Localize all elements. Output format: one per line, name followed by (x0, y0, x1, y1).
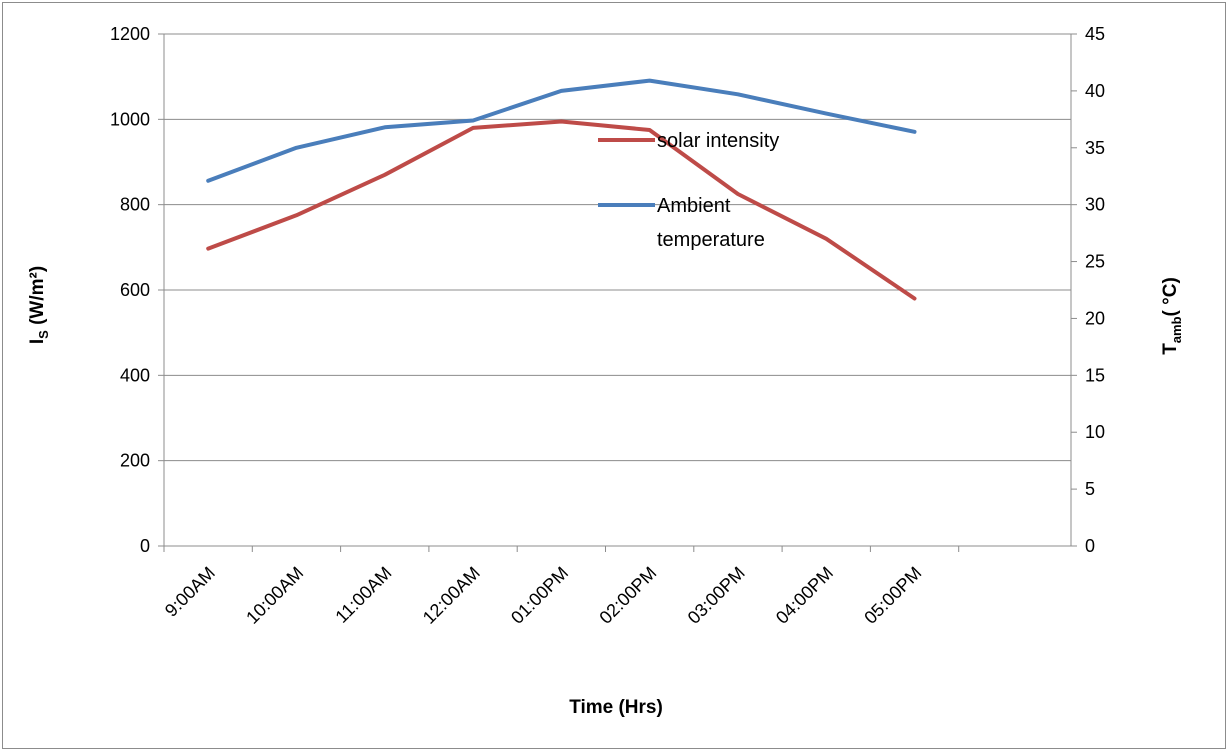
left-tick-label: 1000 (110, 109, 150, 129)
x-tick-label: 05:00PM (860, 563, 925, 628)
x-tick-label: 9:00AM (161, 563, 219, 621)
right-tick-label: 35 (1085, 138, 1105, 158)
right-tick-label: 20 (1085, 308, 1105, 328)
left-y-axis-title-rest: (W/m²) (27, 266, 48, 330)
x-tick-label: 01:00PM (507, 563, 572, 628)
x-axis-title: Time (Hrs) (569, 697, 663, 718)
left-y-axis-title-sub: S (36, 330, 51, 339)
left-tick-label: 200 (120, 451, 150, 471)
legend-label-solar-intensity: solar intensity (657, 130, 779, 152)
series-line-ambient-temperature (206, 78, 917, 183)
right-tick-label: 25 (1085, 252, 1105, 272)
left-tick-label: 800 (120, 195, 150, 215)
right-tick-label: 0 (1085, 536, 1095, 556)
series-line-solar-intensity (206, 119, 917, 301)
left-y-axis-title-main: I (27, 339, 48, 344)
legend-label-ambient-temperature: Ambient (657, 195, 731, 217)
x-tick-label: 10:00AM (242, 563, 307, 628)
right-tick-label: 30 (1085, 195, 1105, 215)
right-y-axis-title: Tamb( °C) (1160, 277, 1184, 355)
left-tick-label: 0 (140, 536, 150, 556)
left-y-axis-title: IS (W/m²) (27, 266, 51, 344)
right-tick-label: 45 (1085, 24, 1105, 44)
right-tick-label: 15 (1085, 365, 1105, 385)
right-tick-label: 10 (1085, 422, 1105, 442)
left-tick-label: 400 (120, 365, 150, 385)
x-tick-label: 11:00AM (331, 563, 395, 627)
x-tick-label: 03:00PM (684, 563, 749, 628)
gridlines (164, 33, 1071, 462)
left-tick-label: 600 (120, 280, 150, 300)
right-y-axis-title-main: T (1160, 343, 1181, 355)
x-tick-label: 12:00AM (419, 563, 484, 628)
right-axis-ticks: 0 5 10 15 20 25 30 35 40 45 (1071, 24, 1105, 556)
legend: solar intensity Ambient temperature (598, 130, 779, 251)
x-tick-label: 04:00PM (772, 563, 837, 628)
right-y-axis-title-rest: ( °C) (1160, 277, 1181, 316)
right-tick-label: 40 (1085, 81, 1105, 101)
x-tick-label: 02:00PM (595, 563, 660, 628)
left-axis-ticks: 0 200 400 600 800 1000 1200 (110, 24, 164, 556)
left-tick-label: 1200 (110, 24, 150, 44)
series-layer (206, 78, 917, 301)
right-y-axis-title-sub: amb (1169, 316, 1184, 343)
legend-label-ambient-temperature-line2: temperature (657, 229, 765, 251)
x-axis-ticks: 9:00AM 10:00AM 11:00AM 12:00AM 01:00PM 02:00P… (161, 546, 960, 628)
right-tick-label: 5 (1085, 479, 1095, 499)
